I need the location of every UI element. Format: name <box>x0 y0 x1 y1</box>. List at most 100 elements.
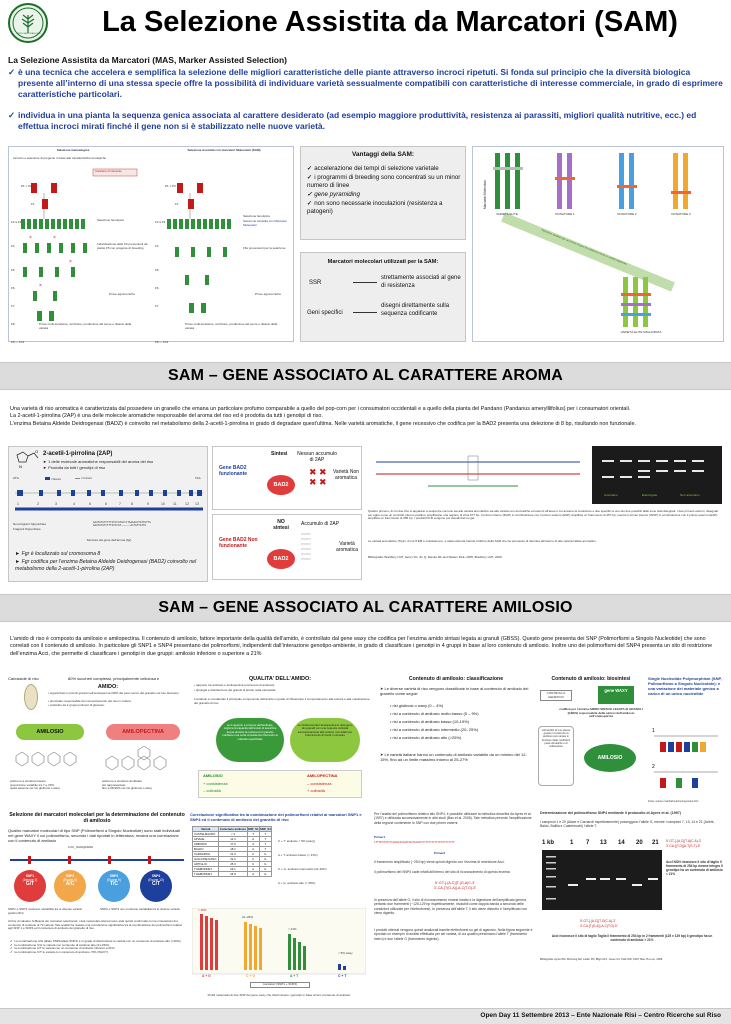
sintesi-label: Sintesi <box>271 451 288 457</box>
plant-marker <box>75 219 79 229</box>
plant-marker <box>203 219 207 229</box>
amilopectina-props: polimero a struttura ramificata più rapp… <box>102 779 153 791</box>
plant-marker <box>215 219 219 229</box>
section-amilosio-band: SAM – GENE ASSOCIATO AL CARATTERE AMILOS… <box>0 594 731 622</box>
group-ag-bars <box>200 914 218 970</box>
fgr-gene-structure: 1 2 3 4 5 6 7 8 9 10 11 12 13 <box>15 490 203 511</box>
plant-marker <box>167 219 171 229</box>
svg-text:2: 2 <box>37 502 39 506</box>
svg-text:8: 8 <box>131 502 133 506</box>
svg-text:×: × <box>39 283 42 289</box>
chart-group-labels: A + G C + G A + T C + T <box>192 974 366 980</box>
pyramid-label-don3: DONATORE 3 <box>671 212 691 216</box>
amido-bullet-1: • organizzato in piccoli granuli nell’en… <box>48 691 179 695</box>
footer-text: Open Day 11 Settembre 2013 – Ente Nazion… <box>480 1012 721 1019</box>
svg-text:12: 12 <box>185 502 189 506</box>
footer: Open Day 11 Settembre 2013 – Ente Nazion… <box>0 1008 731 1024</box>
plant-marker <box>185 275 189 285</box>
esoni-legend: = Esoni <box>45 477 61 482</box>
amylose-group-chart <box>192 908 366 975</box>
amilosio-ellipse: AMILOSIO <box>584 744 636 772</box>
low-amylose-bubble: se il rapporto è a favore dell’amilosio,… <box>216 718 284 762</box>
corr-title: Correlazione significativa tra la combin… <box>190 812 362 822</box>
svg-text:10: 10 <box>161 502 165 506</box>
fgr-bullet-2: ► Fgr codifica per l’enzima Betaina Alde… <box>15 559 197 572</box>
individuazione-label: Individuazione delle F6 provenienti da p… <box>97 242 148 250</box>
plant-marker <box>173 219 177 229</box>
rice-grain-icon <box>24 684 38 710</box>
plant-marker <box>209 219 213 229</box>
vantaggi-item: accelerazione dei tempi di selezione var… <box>307 165 463 173</box>
amido-label: AMIDO: <box>97 684 119 690</box>
amido-bullet-2: • principale responsabile del comportame… <box>48 699 131 703</box>
det-title: Determinazione del polimorfismo SNP4 med… <box>540 811 681 815</box>
snp1-bubble: SNP1 (Introne 1) G/T <box>14 870 46 902</box>
nessun-accumulo-label: Nessun accumulo di 2AP <box>297 451 337 463</box>
table-header-row: Varietà Contenuto amilosio SNP_S1 SNP_S4 <box>191 826 273 832</box>
plant-marker <box>51 183 57 193</box>
vantaggi-item: i programmi di breeding sono concentrati… <box>307 174 463 190</box>
site-t-2: 3’-CA-[(T,G)]A-T(G-T)-5’ <box>666 844 701 848</box>
section-amilosio-title: SAM – GENE ASSOCIATO AL CARATTERE AMILOS… <box>158 599 573 616</box>
plant-marker <box>21 219 25 229</box>
snp-caption: Fonte: science.marshall.edu/murraye/snps… <box>648 800 699 803</box>
breeding-schemes-panel: Selezione Genealogica Selezione Assistit… <box>8 146 294 344</box>
qualita-bullet-1: • rapporto tra amilosio e amilopectina (… <box>194 683 275 687</box>
plant-marker <box>197 183 203 193</box>
class-item: • risi a contenuto di amilosio molto bas… <box>390 711 479 716</box>
aroma-para-2: La 2-acetil-1-pirrolina (2AP) è una dell… <box>10 413 323 420</box>
biblio-2: Bibliografia: Ayres NM, McClung AM, Lark… <box>540 958 663 961</box>
aroma-varianti-text: Le varietà aromatiche (Tipici, di cui IT… <box>368 539 597 543</box>
aroma-para-1: Una varietà di riso aromatica è caratter… <box>10 406 631 412</box>
marcatori-row-ssr-label: SSR <box>309 280 322 286</box>
bad2-enzyme-icon: BAD2 <box>267 475 295 495</box>
plant-marker <box>35 243 39 253</box>
arrow-icon <box>353 312 377 313</box>
table-cell: A <box>246 871 260 877</box>
class-item: • risi a contenuto di amilosio intermedi… <box>390 727 479 732</box>
aroma-intro: Una varietà di riso aromatica è caratter… <box>10 406 722 428</box>
chart-note: Profili molecolari di due SNP del gene w… <box>207 993 351 997</box>
biosintesi-panel: Contenuto di amilosio: biosintesi CONTRO… <box>538 676 644 808</box>
scheme-left-title: Selezione Genealogica <box>56 148 90 152</box>
codifica-text: codifica per l’enzima AMIDO SINTASI LEGA… <box>559 707 643 719</box>
amilosio-structure-icon <box>15 751 77 767</box>
chart-label-2: 21–26% <box>242 915 254 919</box>
fragrant-label: Fragrant Nipponbare <box>13 527 41 531</box>
determinazione-panel: Determinazione del polimorfismo SNP4 med… <box>540 811 724 1004</box>
breeding-scheme-diagram: × × × × <box>21 168 231 321</box>
aroma-para-3: L’enzima Betaina Aldeide Deidrogenasi (B… <box>10 420 636 427</box>
class-title: Contenuto di amilosio: classificazione <box>408 676 504 682</box>
molecule-title: 2-acetil-1-pirrolina (2AP) <box>43 451 113 457</box>
plant-marker <box>57 219 61 229</box>
plant-marker <box>23 243 27 253</box>
sel-title: Selezione dei marcatori molecolari per l… <box>9 812 185 825</box>
plant-marker <box>33 219 37 229</box>
scheme-right-title: Selezione Assistita con marcatori Moleco… <box>187 148 261 152</box>
svg-text:7: 7 <box>119 502 121 506</box>
svg-text:2: 2 <box>652 764 655 770</box>
gene-struct-caption: Struttura del gene dell’aroma (fgr) <box>86 538 132 542</box>
prove-multi-right: Prove multi-locazione, iscrizione, produ… <box>185 322 278 330</box>
amilopectina-pill: AMILOPECTINA <box>106 724 180 740</box>
aroma-gel-image: Aromatico Eterozigote Non aromatico <box>592 446 722 504</box>
plant-marker <box>175 247 179 257</box>
plant-marker <box>179 219 183 229</box>
svg-text:N: N <box>19 464 22 469</box>
amilopectina-structure-icon <box>105 746 167 771</box>
corr-legend: C + T: amilosio < 5% (waxy) A + T: amilo… <box>278 839 327 885</box>
correlation-table-body: CASTELMAURO < 3 T T APIAGE 12.3 A T ARBORIO 17.9 A… <box>191 831 273 877</box>
marcatori-title: Marcatori molecolari utilizzati per la S… <box>327 259 439 265</box>
plant-marker <box>27 219 31 229</box>
intro-heading: La Selezione Assistita da Marcatori (MAS… <box>8 55 288 65</box>
plant-marker <box>223 247 227 257</box>
exon-swatch-icon <box>45 477 50 480</box>
plant-marker <box>51 219 55 229</box>
correlation-table: Varietà Contenuto amilosio SNP_S1 SNP_S4… <box>191 826 273 877</box>
plant-marker <box>207 247 211 257</box>
class-intro: ➤ Le diverse varietà di riso vengono cla… <box>380 686 529 696</box>
selezione-fenotipica-right-label: Selezione fenotipica <box>243 214 270 218</box>
vantaggi-list: accelerazione dei tempi di selezione var… <box>307 165 463 216</box>
plant-marker <box>37 311 42 321</box>
gene-pyramiding-diagram: Marcatori Molecolari VARIETÀ ELITE DONAT… <box>472 146 724 342</box>
